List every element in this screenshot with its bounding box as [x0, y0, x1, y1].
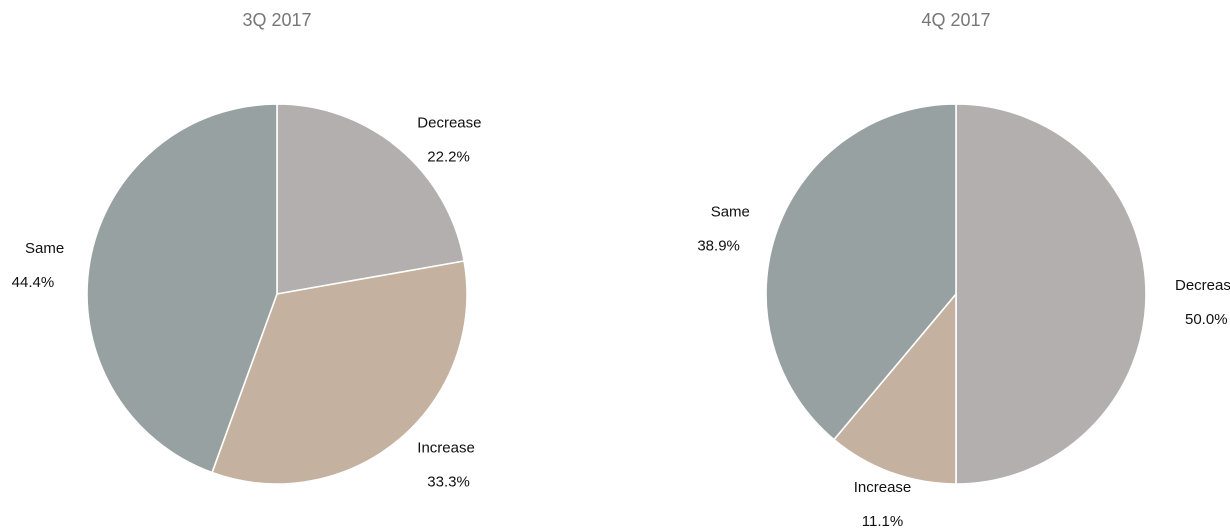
- chart-title-3q-2017: 3Q 2017: [242, 10, 311, 30]
- slice-label-increase-3q-2017: Increase: [417, 439, 475, 456]
- pie-slices-4q-2017: [765, 103, 1147, 485]
- slice-label-decrease-3q-2017: Decrease: [417, 115, 481, 132]
- pie-slices-3q-2017: [86, 103, 468, 485]
- slice-value-same-3q-2017: 44.4%: [12, 274, 55, 291]
- slice-value-increase-3q-2017: 33.3%: [427, 473, 470, 490]
- slice-label-decrease-4q-2017: Decrease: [1175, 277, 1230, 294]
- pie-slice-same-3q-2017: [86, 103, 278, 474]
- slice-value-decrease-3q-2017: 22.2%: [427, 149, 470, 166]
- pie-slice-increase-4q-2017: [832, 291, 957, 485]
- slice-label-increase-4q-2017: Increase: [854, 479, 912, 496]
- pie-chart-3q-2017: 3Q 2017 Decrease 22.2% Increase 33.3% Same 44…: [12, 10, 482, 490]
- slice-label-same-3q-2017: Same: [25, 240, 64, 257]
- chart-title-4q-2017: 4Q 2017: [921, 10, 990, 30]
- slice-value-same-4q-2017: 38.9%: [697, 238, 740, 255]
- pie-labels-3q-2017: Decrease 22.2% Increase 33.3% Same 44.4%: [12, 115, 482, 491]
- slice-value-increase-4q-2017: 11.1%: [862, 513, 903, 530]
- pie-slice-decrease-3q-2017: [276, 103, 466, 295]
- pie-slice-same-4q-2017: [765, 103, 957, 441]
- pie-slice-decrease-4q-2017: [955, 103, 1147, 485]
- pie-slice-increase-3q-2017: [210, 260, 468, 485]
- pie-labels-4q-2017: Decrease 50.0% Increase 11.1% Same 38.9%: [697, 204, 1230, 531]
- pie-chart-4q-2017: 4Q 2017 Decrease 50.0% Increase 11.1% Same 38…: [697, 10, 1230, 530]
- slice-value-decrease-4q-2017: 50.0%: [1185, 311, 1228, 328]
- slice-label-same-4q-2017: Same: [711, 204, 750, 221]
